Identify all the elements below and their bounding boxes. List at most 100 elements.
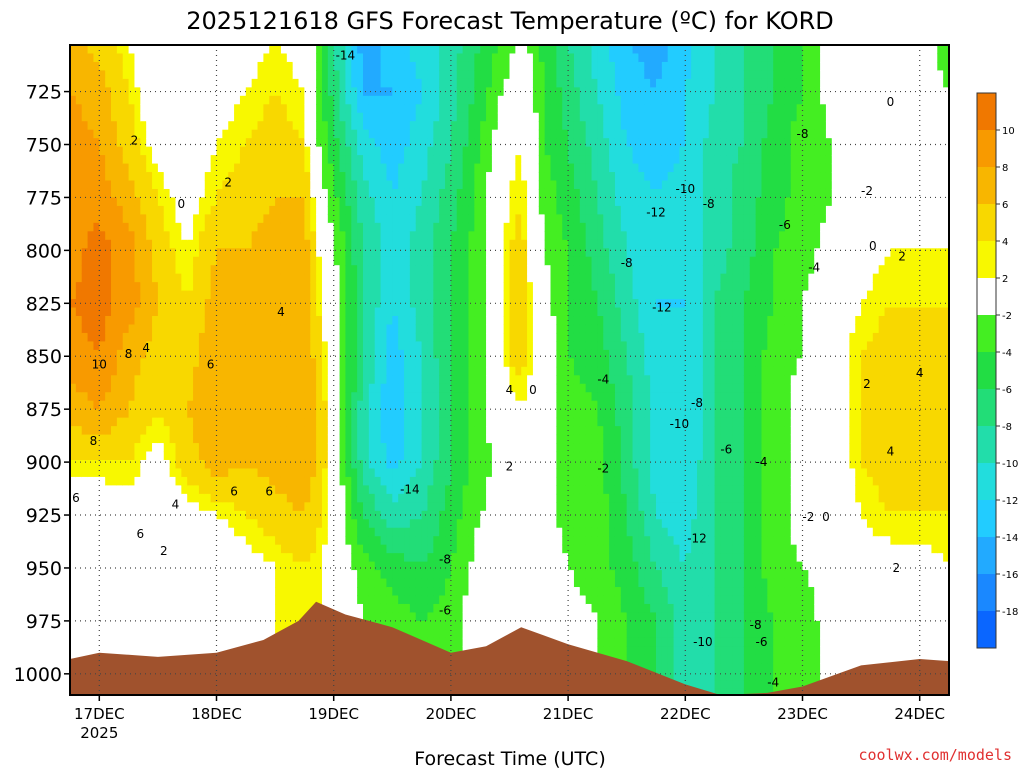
temperature-cell: [134, 587, 141, 597]
temperature-cell: [163, 129, 171, 139]
temperature-cell: [234, 510, 241, 520]
temperature-cell: [128, 172, 136, 182]
temperature-cell: [169, 129, 177, 139]
temperature-cell: [163, 332, 171, 343]
temperature-cell: [81, 222, 89, 232]
temperature-cell: [210, 366, 218, 376]
temperature-cell: [368, 603, 376, 614]
temperature-cell: [386, 53, 393, 63]
temperature-cell: [75, 188, 83, 199]
temperature-cell: [439, 536, 446, 546]
temperature-cell: [398, 146, 405, 156]
temperature-cell: [357, 612, 364, 622]
temperature-cell: [228, 138, 235, 148]
temperature-cell: [146, 188, 153, 199]
temperature-cell: [152, 256, 159, 266]
temperature-cell: [157, 595, 165, 605]
temperature-cell: [374, 570, 382, 580]
temperature-cell: [99, 646, 106, 656]
temperature-cell: [398, 205, 405, 215]
temperature-cell: [292, 155, 300, 165]
temperature-cell: [404, 493, 411, 503]
temperature-cell: [134, 197, 141, 207]
temperature-cell: [75, 256, 83, 266]
temperature-cell: [81, 138, 89, 148]
temperature-cell: [128, 485, 136, 495]
temperature-cell: [169, 570, 177, 580]
temperature-cell: [257, 443, 264, 453]
temperature-cell: [251, 256, 259, 266]
temperature-cell: [75, 121, 83, 131]
temperature-cell: [333, 375, 341, 385]
temperature-cell: [116, 290, 124, 300]
temperature-cell: [257, 121, 264, 131]
temperature-cell: [128, 417, 136, 427]
temperature-cell: [363, 366, 370, 376]
temperature-cell: [193, 45, 200, 55]
temperature-cell: [427, 231, 434, 241]
temperature-cell: [152, 104, 159, 114]
temperature-cell: [357, 163, 364, 173]
temperature-cell: [433, 61, 440, 72]
temperature-cell: [363, 45, 370, 55]
temperature-cell: [357, 366, 364, 376]
temperature-cell: [433, 222, 440, 232]
temperature-cell: [298, 544, 305, 554]
temperature-cell: [439, 578, 446, 588]
temperature-cell: [198, 282, 206, 292]
temperature-cell: [222, 536, 229, 546]
temperature-cell: [81, 519, 89, 529]
temperature-cell: [415, 95, 423, 105]
temperature-cell: [216, 180, 223, 190]
temperature-cell: [275, 104, 282, 114]
temperature-cell: [263, 629, 270, 639]
temperature-cell: [339, 53, 347, 63]
temperature-cell: [175, 121, 182, 131]
temperature-cell: [204, 603, 212, 614]
temperature-cell: [427, 426, 434, 436]
temperature-cell: [87, 53, 95, 63]
temperature-cell: [304, 180, 311, 190]
temperature-cell: [280, 53, 288, 63]
temperature-cell: [210, 104, 218, 114]
temperature-cell: [122, 646, 130, 656]
temperature-cell: [122, 205, 130, 215]
temperature-cell: [445, 392, 452, 402]
temperature-cell: [81, 417, 89, 427]
temperature-cell: [351, 375, 358, 385]
temperature-cell: [263, 180, 270, 190]
temperature-cell: [333, 417, 341, 427]
temperature-cell: [404, 510, 411, 520]
temperature-cell: [269, 544, 276, 554]
temperature-cell: [427, 248, 434, 258]
temperature-cell: [228, 409, 235, 419]
temperature-cell: [351, 476, 358, 486]
temperature-cell: [134, 375, 141, 385]
temperature-cell: [234, 248, 241, 258]
temperature-cell: [357, 451, 364, 461]
temperature-cell: [251, 443, 259, 453]
temperature-cell: [70, 570, 77, 580]
temperature-cell: [193, 434, 200, 444]
temperature-cell: [99, 341, 106, 351]
temperature-cell: [380, 409, 388, 419]
temperature-cell: [105, 375, 112, 385]
temperature-cell: [140, 510, 147, 520]
temperature-cell: [75, 222, 83, 232]
temperature-cell: [81, 95, 89, 105]
temperature-cell: [128, 163, 136, 173]
temperature-cell: [310, 392, 317, 402]
temperature-cell: [392, 214, 399, 224]
temperature-cell: [374, 603, 382, 614]
temperature-cell: [228, 248, 235, 258]
temperature-cell: [357, 383, 364, 393]
temperature-cell: [204, 493, 212, 503]
temperature-cell: [269, 307, 276, 317]
temperature-cell: [210, 146, 218, 156]
temperature-cell: [439, 409, 446, 419]
temperature-cell: [239, 188, 247, 199]
temperature-cell: [316, 231, 323, 241]
temperature-cell: [93, 112, 100, 122]
temperature-cell: [439, 256, 446, 266]
temperature-cell: [193, 468, 200, 478]
